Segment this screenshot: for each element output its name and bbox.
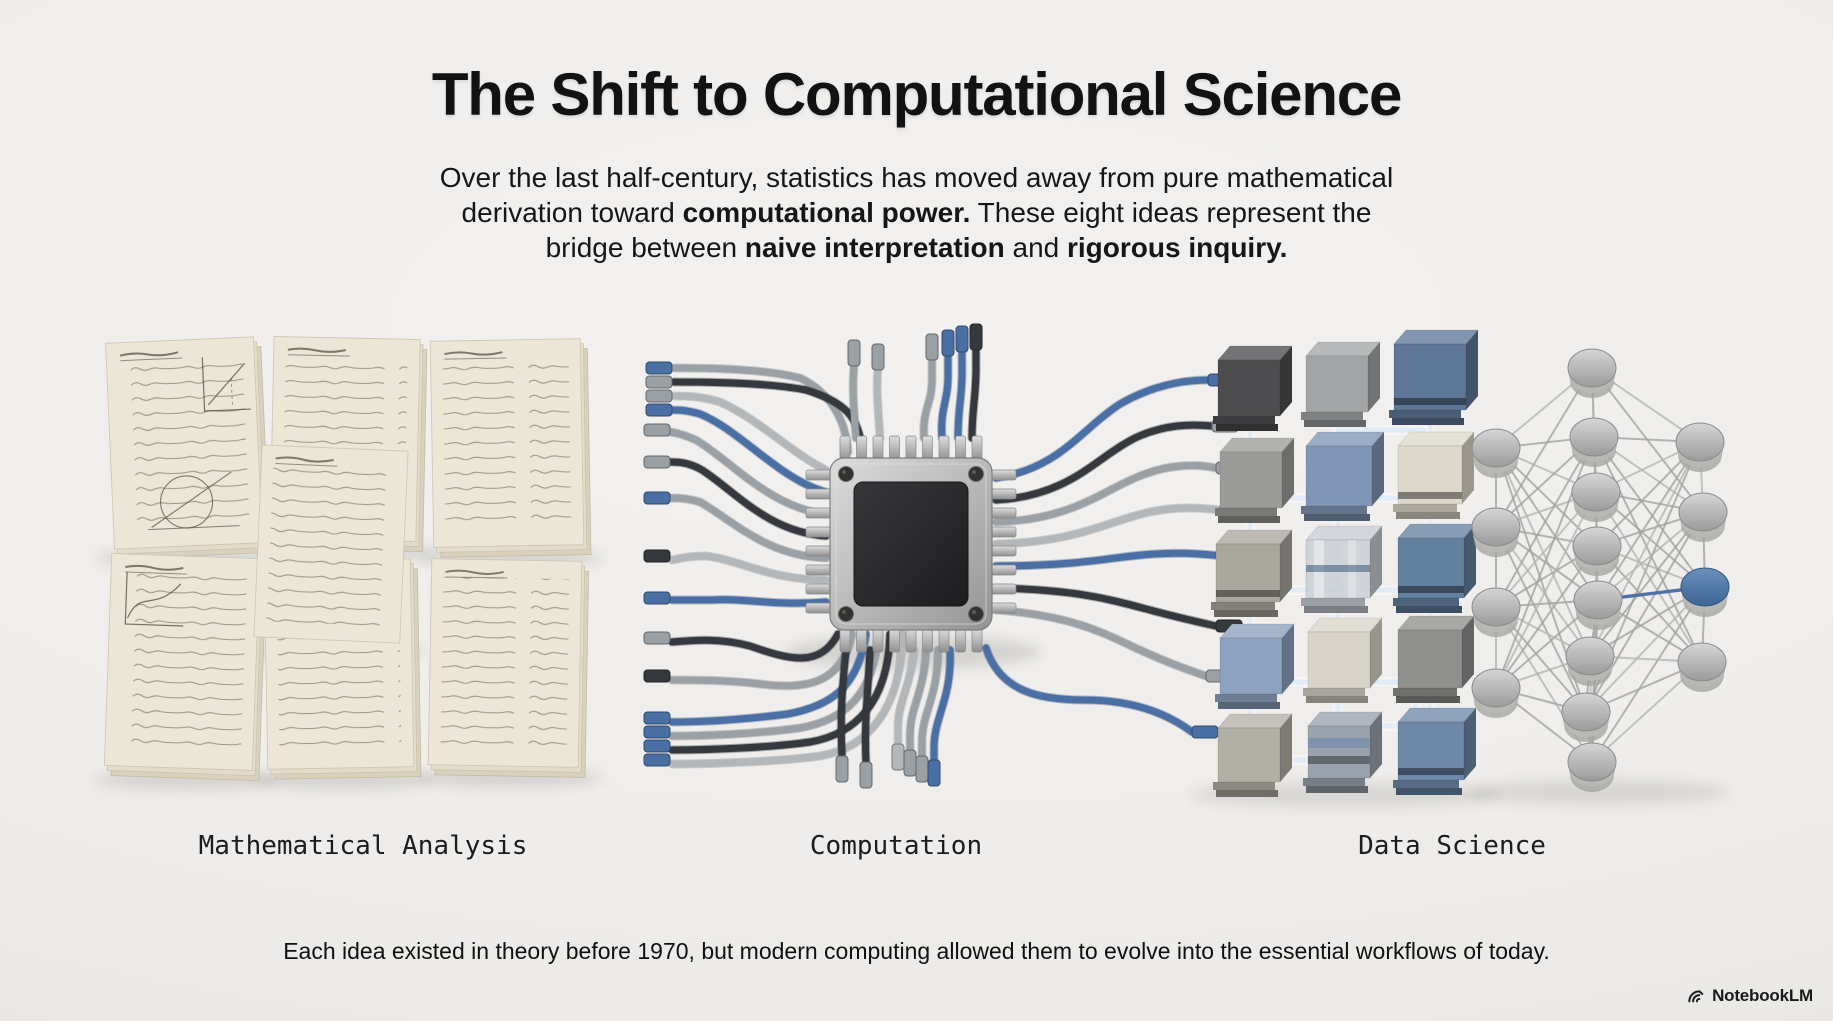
subtitle-text: bridge between: [545, 232, 745, 263]
subtitle-text: derivation toward: [461, 197, 683, 228]
section-label-computation: Computation: [809, 831, 983, 861]
subtitle-bold-text: computational power.: [682, 197, 971, 228]
footer-caption: Each idea existed in theory before 1970,…: [283, 938, 1550, 964]
subtitle-bold-text: naive interpretation: [744, 232, 1005, 263]
subtitle-bold-text: rigorous inquiry.: [1067, 232, 1288, 263]
subtitle-text: Over the last half-century, statistics h…: [439, 162, 1394, 193]
section-label-mathematical-analysis: Mathematical Analysis: [198, 831, 528, 861]
handwritten-papers-illustration: [103, 336, 592, 782]
page-title: The Shift to Computational Science: [431, 61, 1402, 128]
section-label-data-science: Data Science: [1358, 831, 1546, 861]
subtitle: Over the last half-century, statistics h…: [317, 160, 1517, 265]
brand-lockup: NotebookLM: [1686, 986, 1813, 1006]
neural-network-illustration: [1471, 348, 1730, 792]
brand-name: NotebookLM: [1712, 986, 1813, 1005]
notebooklm-icon: [1686, 986, 1706, 1006]
subtitle-text: These eight ideas represent the: [970, 197, 1372, 228]
data-cubes-illustration: [1211, 329, 1480, 797]
subtitle-text: and: [1004, 232, 1067, 263]
microchip-illustration: [643, 323, 1249, 789]
